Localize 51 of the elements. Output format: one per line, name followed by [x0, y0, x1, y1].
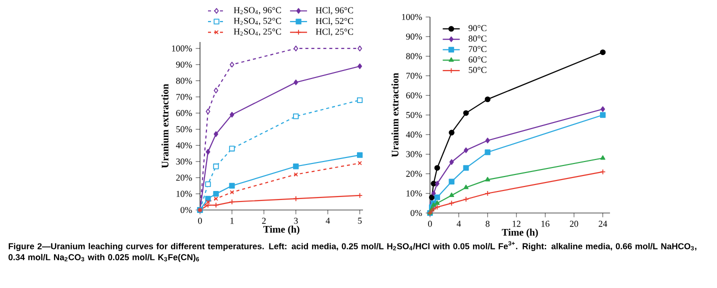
y-tick-label: 20%	[406, 170, 422, 177]
y-tick-label: 40%	[176, 142, 192, 148]
y-tick-label: 50%	[406, 112, 422, 118]
x-tick-label: 3	[294, 218, 298, 224]
y-tick-label: 10%	[406, 190, 422, 196]
legend-label: 70°C	[468, 46, 486, 52]
y-tick-label: 80%	[176, 78, 192, 84]
y-tick-label: 40%	[406, 132, 422, 138]
y-tick-label: 30%	[176, 158, 192, 165]
x-tick-label: 16	[542, 220, 550, 227]
legend-label: HCl, 96°C	[316, 7, 354, 15]
x-tick-label: 8	[486, 220, 490, 227]
legend-label: 60°C	[468, 56, 486, 62]
legend-label: HCl, 52°C	[316, 18, 354, 26]
x-axis-title: Time (h)	[263, 226, 300, 235]
y-tick-label: 100%	[172, 45, 192, 52]
legend-label: H$_{2}$SO$_{4}$, 25°C	[234, 28, 281, 36]
y-tick-label: 0%	[180, 206, 192, 214]
y-axis-title: Uranium extraction	[391, 72, 398, 157]
x-tick-label: 4	[326, 218, 330, 224]
y-tick-label: 60%	[406, 92, 422, 98]
y-tick-label: 20%	[176, 174, 192, 181]
x-tick-label: 4	[456, 220, 461, 227]
y-tick-label: 50%	[176, 126, 192, 132]
y-axis-title: Uranium extraction	[161, 84, 168, 168]
x-tick-label: 2	[262, 218, 266, 224]
text: Figure 2—Uranium leaching curves for different temperatures. Left: acid media, 0.25 mol/L H$_{2}$SO$_{4}$/HCl with 0.05 mol/L Fe$^{3+}$. Right: alkaline media, 0.66 mol/L NaHCO$_{3}$, 0.34 mol/L Na$_{2}$CO$_{3}$ with 0.025 mol/L K$_{3}$Fe(CN)$_{6}$	[8, 241, 696, 262]
x-tick-label: 1	[230, 218, 234, 224]
y-tick-label: 30%	[406, 151, 422, 158]
legend-label: 80°C	[468, 36, 486, 42]
x-axis-title: Time (h)	[502, 228, 538, 238]
y-tick-label: 0%	[410, 210, 422, 216]
legend-label: HCl, 25°C	[316, 28, 354, 36]
x-tick-label: 24	[598, 220, 608, 227]
y-tick-label: 90%	[406, 34, 422, 40]
legend-label: H$_{2}$SO$_{4}$, 52°C	[234, 18, 281, 26]
x-tick-label: 12	[512, 220, 520, 227]
x-tick-label: 0	[198, 218, 202, 224]
y-tick-label: 100%	[402, 14, 422, 20]
legend-label: 50°C	[468, 66, 486, 73]
y-tick-label: 70%	[176, 94, 192, 100]
y-tick-label: 90%	[176, 62, 192, 68]
legend-label: H$_{2}$SO$_{4}$, 96°C	[234, 7, 281, 14]
x-tick-label: 5	[358, 218, 362, 224]
y-tick-label: 10%	[176, 190, 192, 197]
y-tick-label: 80%	[406, 53, 422, 60]
x-tick-label: 0	[428, 220, 432, 227]
x-tick-label: 20	[570, 220, 578, 227]
legend-label: 90°C	[468, 25, 486, 32]
y-tick-label: 70%	[406, 72, 422, 79]
y-tick-label: 60%	[176, 110, 192, 116]
